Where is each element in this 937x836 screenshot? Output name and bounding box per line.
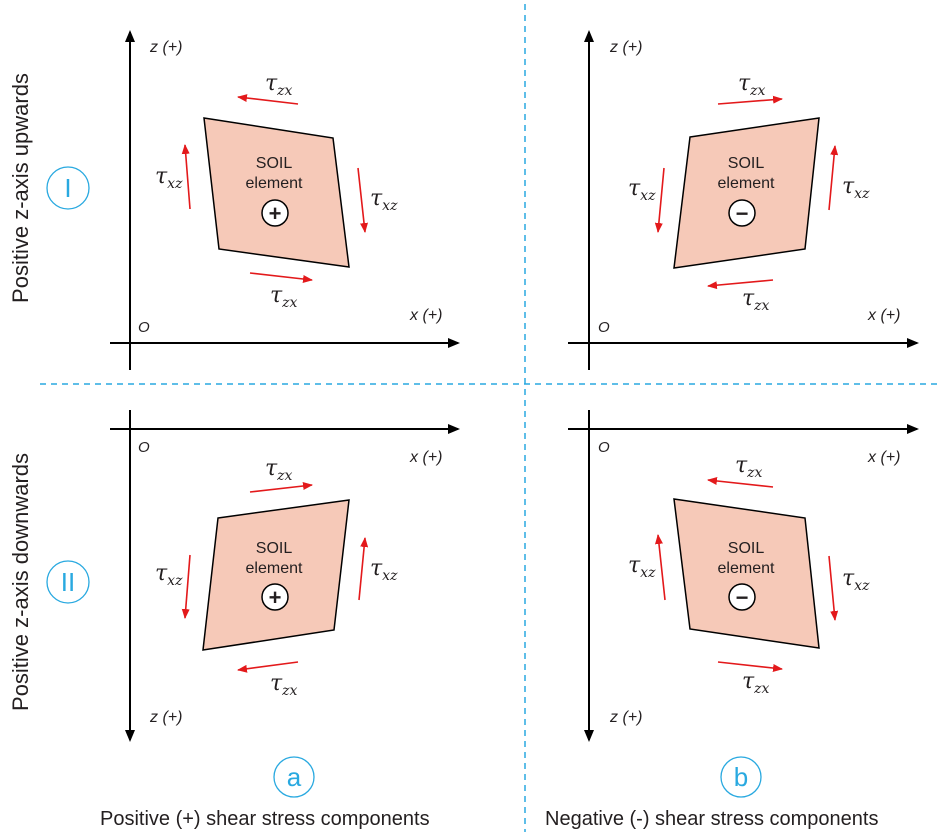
positive-sign-circle xyxy=(261,583,289,611)
origin-label: O xyxy=(138,319,150,336)
soil-label-line2: element xyxy=(246,175,303,192)
tau-xz-right-arrow xyxy=(828,555,839,621)
tau-zx-bottom-arrow xyxy=(717,661,783,672)
tau-zx-top-arrow xyxy=(237,94,299,105)
column-a-caption: Positive (+) shear stress components xyxy=(100,808,430,830)
tau-xz-left-label: τxz xyxy=(155,164,183,192)
soil-label-line1: SOIL xyxy=(256,540,293,557)
row-2-numeral-badge: II xyxy=(46,560,90,604)
quadrant-1b: z (+) x (+) O SOIL element − τzx τzx τxz… xyxy=(568,30,919,370)
soil-label-line2: element xyxy=(718,560,775,577)
tau-zx-bottom-label: τzx xyxy=(270,671,298,699)
origin-label: O xyxy=(598,319,610,336)
soil-element xyxy=(203,117,350,268)
tau-zx-top-arrow xyxy=(249,482,313,493)
negative-sign: − xyxy=(736,201,749,226)
tau-xz-right-label: τxz xyxy=(842,566,870,594)
x-axis-label: x (+) xyxy=(409,449,442,466)
tau-zx-bottom-label: τzx xyxy=(742,286,770,314)
negative-sign: − xyxy=(736,585,749,610)
column-b-letter: b xyxy=(734,762,748,792)
z-axis-label: z (+) xyxy=(149,39,182,56)
positive-sign: + xyxy=(269,201,282,226)
soil-label-line2: element xyxy=(718,175,775,192)
tau-xz-left-arrow xyxy=(654,167,665,233)
tau-zx-bottom-arrow xyxy=(249,272,313,283)
quadrant-2b: x (+) z (+) O SOIL element − τzx τzx τxz… xyxy=(568,410,919,742)
z-axis-label: z (+) xyxy=(609,39,642,56)
column-b-caption: Negative (-) shear stress components xyxy=(545,808,878,830)
soil-element xyxy=(673,117,820,269)
negative-sign-circle xyxy=(728,199,756,227)
origin-label: O xyxy=(138,439,150,456)
soil-element xyxy=(673,498,820,649)
tau-zx-top-arrow xyxy=(707,476,774,488)
tau-xz-right-arrow xyxy=(828,145,839,211)
z-axis-label: z (+) xyxy=(149,709,182,726)
tau-zx-bottom-label: τzx xyxy=(742,669,770,697)
tau-xz-left-label: τxz xyxy=(628,553,656,581)
soil-element xyxy=(202,499,350,651)
tau-xz-right-label: τxz xyxy=(370,186,398,214)
tau-xz-left-arrow xyxy=(181,144,191,210)
tau-zx-top-label: τzx xyxy=(265,71,293,99)
positive-sign: + xyxy=(269,585,282,610)
column-b-badge: b xyxy=(720,756,762,798)
tau-xz-right-arrow xyxy=(357,167,368,233)
row-1-numeral: I xyxy=(64,173,71,203)
x-axis-label: x (+) xyxy=(867,307,900,324)
tau-xz-right-arrow xyxy=(358,537,369,601)
tau-xz-right-label: τxz xyxy=(370,556,398,584)
soil-label-line1: SOIL xyxy=(728,540,765,557)
tau-zx-top-label: τzx xyxy=(265,456,293,484)
z-axis-label: z (+) xyxy=(609,709,642,726)
tau-zx-bottom-arrow xyxy=(237,661,299,673)
x-axis-label: x (+) xyxy=(867,449,900,466)
tau-zx-top-arrow xyxy=(717,95,783,105)
row-1-numeral-badge: I xyxy=(46,166,90,210)
column-a-badge: a xyxy=(273,756,315,798)
tau-zx-bottom-arrow xyxy=(707,279,774,290)
quadrant-1a: z (+) x (+) O SOIL element + τzx τzx τxz… xyxy=(110,30,460,370)
soil-label-line2: element xyxy=(246,560,303,577)
tau-zx-bottom-label: τzx xyxy=(270,283,298,311)
tau-xz-left-arrow xyxy=(654,534,666,601)
tau-zx-top-label: τzx xyxy=(735,453,763,481)
tau-xz-left-label: τxz xyxy=(628,176,656,204)
negative-sign-circle xyxy=(728,583,756,611)
column-a-letter: a xyxy=(287,762,302,792)
tau-xz-left-label: τxz xyxy=(155,561,183,589)
origin-label: O xyxy=(598,439,610,456)
x-axis-label: x (+) xyxy=(409,307,442,324)
tau-zx-top-label: τzx xyxy=(738,71,766,99)
row-1-side-label: Positive z-axis upwards xyxy=(8,73,33,303)
row-2-side-label: Positive z-axis downwards xyxy=(8,453,33,711)
soil-label-line1: SOIL xyxy=(728,155,765,172)
soil-label-line1: SOIL xyxy=(256,155,293,172)
positive-sign-circle xyxy=(261,199,289,227)
tau-xz-right-label: τxz xyxy=(842,174,870,202)
row-2-numeral: II xyxy=(61,567,75,597)
quadrant-2a: x (+) z (+) O SOIL element + τzx τzx τxz… xyxy=(110,410,460,742)
tau-xz-left-arrow xyxy=(181,554,191,619)
